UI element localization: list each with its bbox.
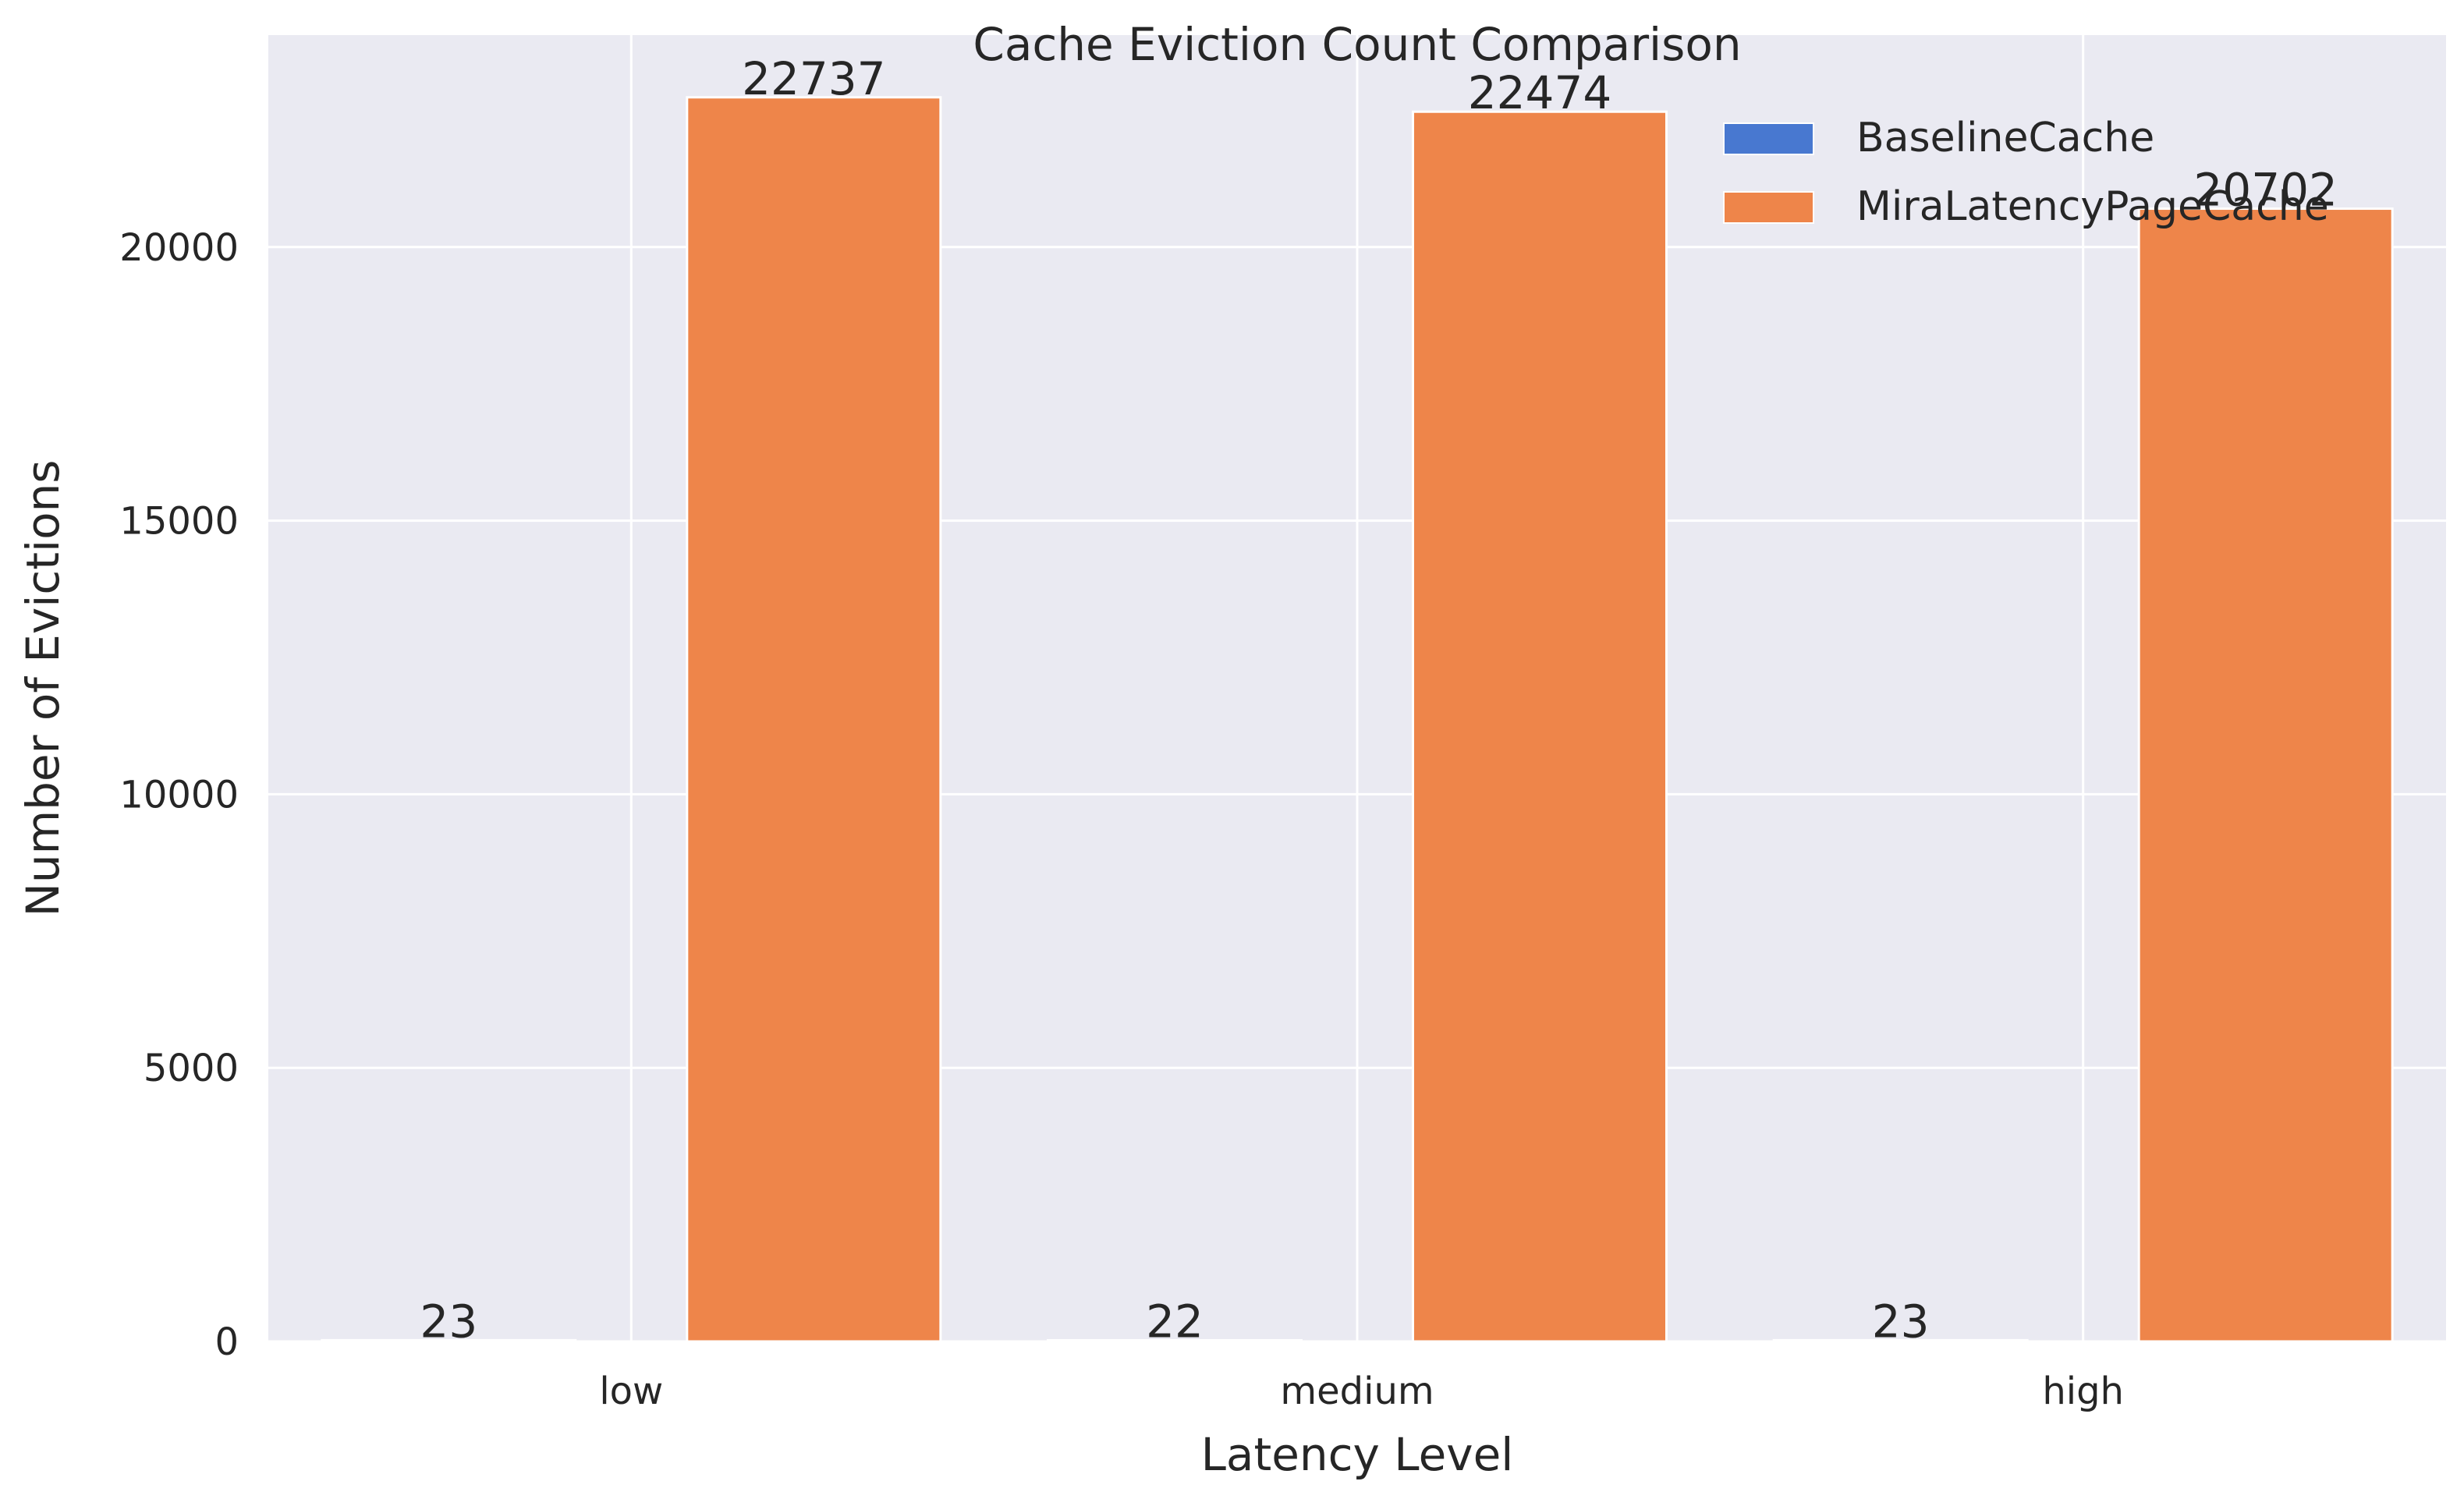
legend: BaselineCache MiraLatencyPageCache	[1723, 115, 2329, 230]
x-tick-label: low	[599, 1370, 663, 1413]
data-label: 22474	[1468, 66, 1612, 119]
bar	[1047, 1338, 1303, 1343]
legend-swatch	[1723, 191, 1814, 224]
bars	[321, 96, 2394, 1343]
y-tick-label: 15000	[119, 500, 239, 544]
bar	[2137, 207, 2394, 1343]
x-axis-label: Latency Level	[1201, 1428, 1514, 1481]
bar	[686, 96, 942, 1343]
y-tick-label: 5000	[144, 1047, 239, 1090]
y-axis-label: Number of Evictions	[16, 459, 69, 916]
data-label: 23	[1872, 1295, 1930, 1348]
y-tick-label: 20000	[119, 226, 239, 270]
y-tick-label: 0	[214, 1320, 239, 1364]
legend-label: BaselineCache	[1856, 115, 2154, 161]
data-labels: 23 22 23 22737 22474 20702	[420, 52, 2337, 1348]
x-tick-label: medium	[1280, 1370, 1434, 1413]
data-label: 22737	[742, 52, 886, 105]
ticks: 0 5000 10000 15000 20000 low medium high	[119, 226, 2124, 1413]
data-label: 22	[1146, 1295, 1204, 1348]
y-tick-label: 10000	[119, 773, 239, 817]
legend-label: MiraLatencyPageCache	[1856, 183, 2329, 230]
bar	[1772, 1338, 2029, 1343]
grid	[268, 35, 2446, 1343]
data-label: 20702	[2193, 164, 2338, 217]
legend-swatch	[1723, 122, 1814, 155]
bar	[1412, 110, 1668, 1343]
chart-title: Cache Eviction Count Comparison	[973, 18, 1741, 71]
x-tick-label: high	[2042, 1370, 2124, 1413]
bar	[321, 1338, 577, 1343]
data-label: 23	[420, 1295, 477, 1348]
